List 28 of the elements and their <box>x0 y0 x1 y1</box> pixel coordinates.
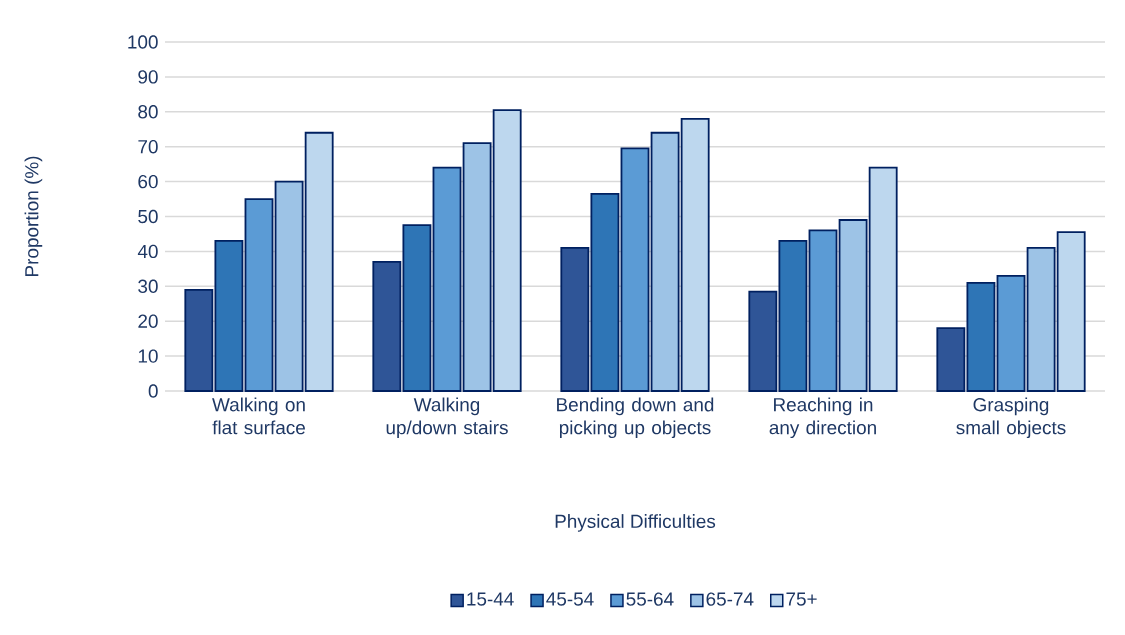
legend-label: 55-64 <box>626 592 674 606</box>
legend-label: 15-44 <box>467 592 514 606</box>
bar <box>620 147 650 392</box>
x-tick-label: Walking up/down stairs <box>386 397 508 439</box>
y-tick-label: 20 <box>138 314 158 328</box>
bar <box>432 166 462 392</box>
y-tick-label: 10 <box>138 349 158 363</box>
x-tick-label: Walking on flat surface <box>212 397 305 435</box>
y-tick-label: 0 <box>148 384 158 398</box>
y-tick-label: 60 <box>138 174 158 189</box>
x-tick-label: Grasping small objects <box>956 397 1066 439</box>
y-tick-label: 70 <box>138 139 158 154</box>
legend-label: 75+ <box>786 592 817 606</box>
x-tick-label: Reaching in any direction <box>769 397 876 439</box>
y-axis-title: Proportion (%) <box>24 156 43 276</box>
legend-label: 65-74 <box>706 592 754 606</box>
y-tick-label: 90 <box>138 70 158 84</box>
legend-label: 45-54 <box>546 592 594 606</box>
x-tick-label: Bending down and picking up objects <box>557 397 714 439</box>
y-tick-label: 100 <box>128 35 158 49</box>
bar <box>244 198 274 392</box>
y-tick-label: 30 <box>138 279 158 293</box>
bar <box>996 274 1026 392</box>
y-tick-label: 50 <box>138 209 158 224</box>
x-axis-title: Physical Difficulties <box>555 514 716 532</box>
y-tick-label: 80 <box>138 105 158 119</box>
y-tick-label: 40 <box>137 244 158 259</box>
bar <box>808 229 838 392</box>
